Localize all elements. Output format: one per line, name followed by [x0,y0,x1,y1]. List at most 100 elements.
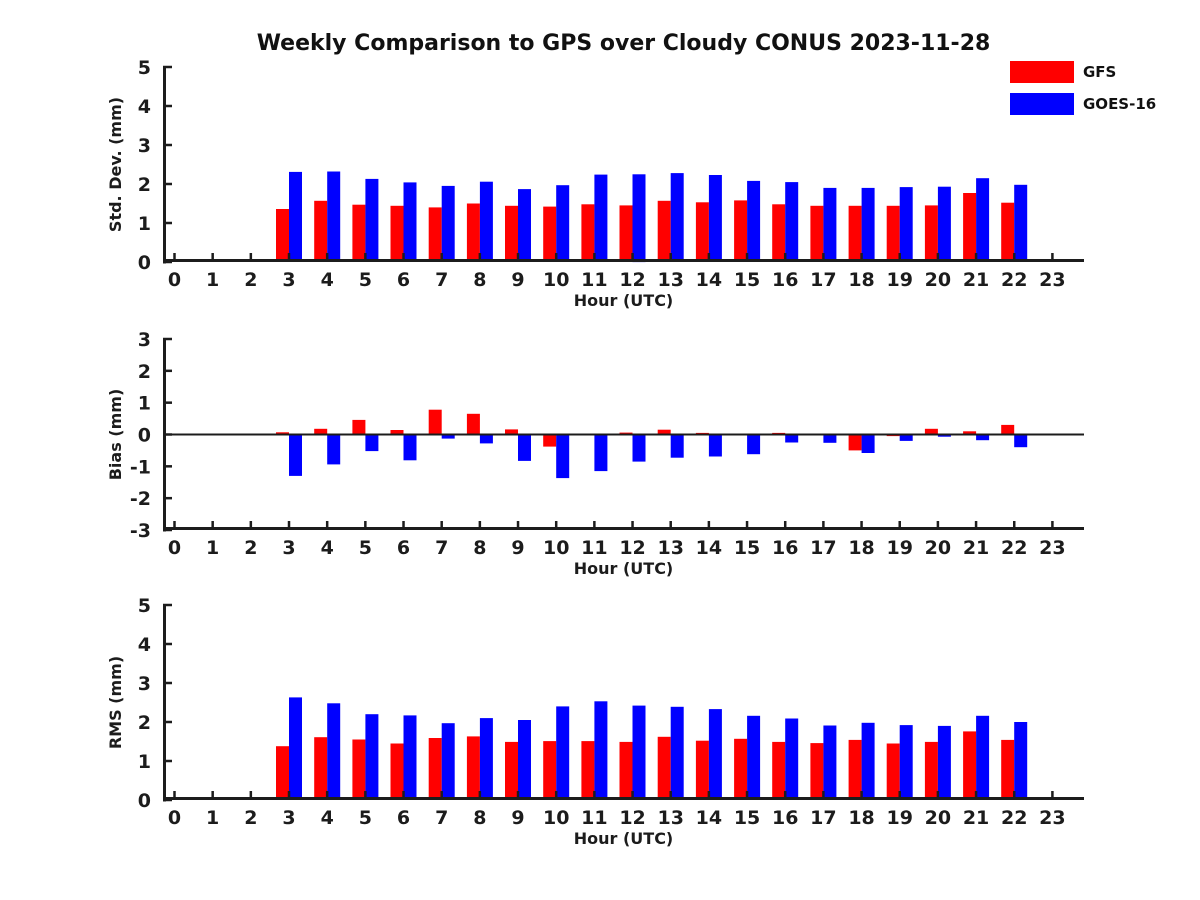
goes16-bar-h11 [594,701,608,800]
y-tick-label: 3 [138,135,151,157]
x-tick-label: 2 [244,269,257,291]
gfs-bar-h4 [314,428,328,435]
legend-swatch-goes16 [1010,93,1074,115]
x-tick-label: 18 [848,269,874,291]
y-tick-label: -3 [130,520,151,542]
goes16-bar-h7 [441,185,455,262]
x-tick-label: 3 [282,537,295,559]
figure-title: Weekly Comparison to GPS over Cloudy CON… [256,31,991,56]
gfs-bar-h3 [276,209,289,262]
x-tick-label: 6 [397,269,410,291]
goes16-bar-h7 [441,723,455,800]
x-tick-label: 10 [543,269,569,291]
x-tick-label: 9 [511,807,524,829]
goes16-bar-h22 [1014,722,1028,800]
x-tick-label: 12 [619,269,645,291]
goes16-bar-h19 [899,434,913,441]
x-tick-label: 0 [168,807,181,829]
x-tick-label: 3 [282,269,295,291]
goes16-bar-h4 [327,434,341,465]
x-tick-label: 17 [810,269,836,291]
gfs-bar-h21 [963,431,977,435]
gfs-bar-h11 [581,741,595,800]
gfs-bar-h20 [924,205,938,262]
goes16-bar-h21 [976,715,990,800]
x-tick-label: 5 [359,537,372,559]
goes16-bar-h9 [518,720,531,800]
x-tick-label: 11 [581,807,607,829]
x-tick-label: 23 [1039,537,1065,559]
goes16-bar-h16 [785,434,799,443]
x-tick-label: 8 [473,537,486,559]
gfs-bar-h12 [619,205,633,262]
gfs-bar-h3 [276,746,289,800]
goes16-bar-h12 [632,434,646,462]
gfs-bar-h7 [428,409,442,435]
x-tick-label: 21 [963,537,989,559]
y-tick-label: 3 [138,673,151,695]
x-tick-label: 14 [696,269,722,291]
gfs-bar-h9 [505,205,518,262]
x-tick-label: 9 [511,269,524,291]
x-tick-label: 10 [543,537,569,559]
x-tick-label: 11 [581,537,607,559]
x-tick-label: 4 [321,269,334,291]
goes16-bar-h6 [403,434,417,461]
gfs-bar-h8 [466,413,480,435]
gfs-bar-h22 [1001,739,1015,800]
chart-bias: 0 1 2 3 4 5 6 7 8 9 10 11 12 13 14 15 16 17 18 19 20 21 22 23-3… [106,329,1084,578]
y-tick-label: 4 [138,634,151,656]
gfs-bar-h13 [657,200,671,262]
gfs-bar-h4 [314,737,328,800]
gfs-bar-h8 [466,736,480,800]
goes16-bar-h8 [479,181,493,262]
x-tick-label: 22 [1001,807,1027,829]
x-tick-label: 19 [887,537,913,559]
goes16-bar-h10 [556,434,570,479]
goes16-bar-h13 [670,434,684,458]
x-tick-label: 18 [848,537,874,559]
x-tick-label: 19 [887,269,913,291]
y-tick-label: 0 [138,425,151,447]
goes16-bar-h20 [937,434,951,437]
x-tick-label: 4 [321,537,334,559]
y-tick-label: 0 [138,252,151,274]
goes16-bar-h19 [899,187,913,262]
gfs-bar-h20 [924,741,938,800]
gfs-bar-h10 [543,434,557,447]
gfs-bar-h5 [352,739,366,800]
gfs-bar-h10 [543,741,557,800]
x-tick-label: 15 [734,269,760,291]
gfs-bar-h6 [390,743,404,800]
gfs-bar-h5 [352,204,366,262]
x-tick-label: 7 [435,269,448,291]
x-tick-label: 6 [397,537,410,559]
goes16-bar-h11 [594,434,608,472]
goes16-bar-h19 [899,725,913,800]
goes16-bar-h22 [1014,434,1028,448]
x-tick-label: 14 [696,807,722,829]
goes16-bar-h9 [518,189,531,262]
goes16-bar-h14 [708,175,722,262]
x-tick-label: 9 [511,537,524,559]
y-tick-label: 3 [138,329,151,351]
gfs-bar-h11 [581,204,595,262]
x-tick-label: 14 [696,537,722,559]
x-tick-label: 19 [887,807,913,829]
gfs-bar-h18 [848,434,862,451]
x-tick-label: 17 [810,807,836,829]
gfs-bar-h9 [505,741,518,800]
legend-swatch-gfs [1010,61,1074,83]
x-tick-label: 5 [359,807,372,829]
gfs-bar-h22 [1001,202,1015,262]
goes16-bar-h18 [861,722,875,800]
x-tick-label: 15 [734,537,760,559]
x-tick-label: 8 [473,807,486,829]
x-tick-label: 2 [244,807,257,829]
gfs-bar-h13 [657,429,671,435]
goes16-bar-h7 [441,434,455,439]
x-tick-label: 16 [772,537,798,559]
goes16-bar-h17 [823,725,837,800]
